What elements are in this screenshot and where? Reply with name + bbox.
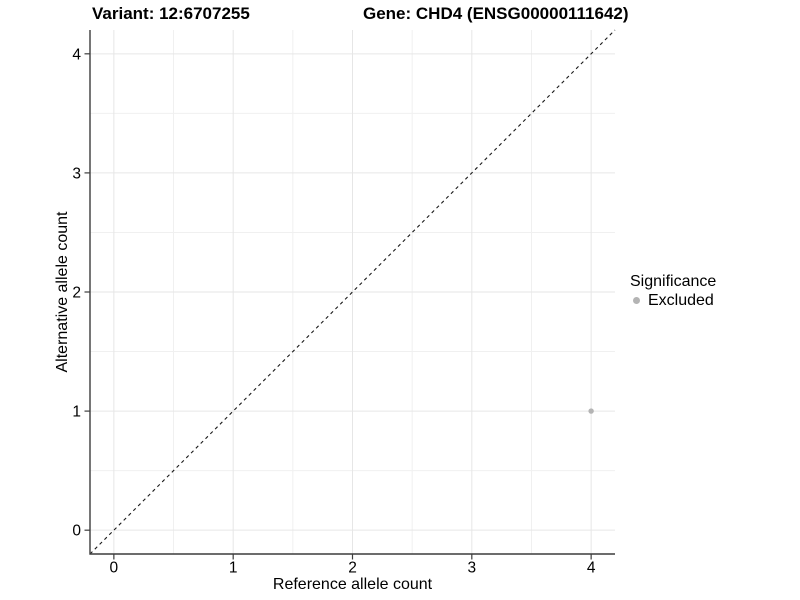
data-point-excluded [588, 408, 594, 414]
legend-title: Significance [630, 273, 717, 290]
y-tick-label: 2 [72, 285, 81, 302]
x-tick-label: 2 [348, 560, 357, 577]
legend-point-icon [633, 297, 640, 304]
legend-item-excluded: Excluded [630, 292, 800, 309]
plot-title-gene: Gene: CHD4 (ENSG00000111642) [363, 4, 629, 23]
legend: Significance Excluded [630, 272, 800, 309]
plot-title-variant: Variant: 12:6707255 [92, 4, 250, 23]
y-tick-label: 0 [72, 523, 81, 540]
legend-item-label: Excluded [648, 291, 714, 309]
y-tick-label: 4 [72, 46, 81, 63]
x-tick-label: 1 [229, 560, 238, 577]
y-axis-title: Alternative allele count [54, 211, 71, 373]
identity-reference-line [89, 29, 616, 555]
x-axis-title: Reference allele count [272, 576, 433, 593]
x-tick-label: 3 [468, 560, 477, 577]
x-tick-label: 4 [587, 560, 596, 577]
axis-lines [89, 30, 615, 555]
x-tick-label: 0 [110, 560, 119, 577]
y-tick-label: 1 [72, 404, 81, 421]
y-tick-label: 3 [72, 165, 81, 182]
